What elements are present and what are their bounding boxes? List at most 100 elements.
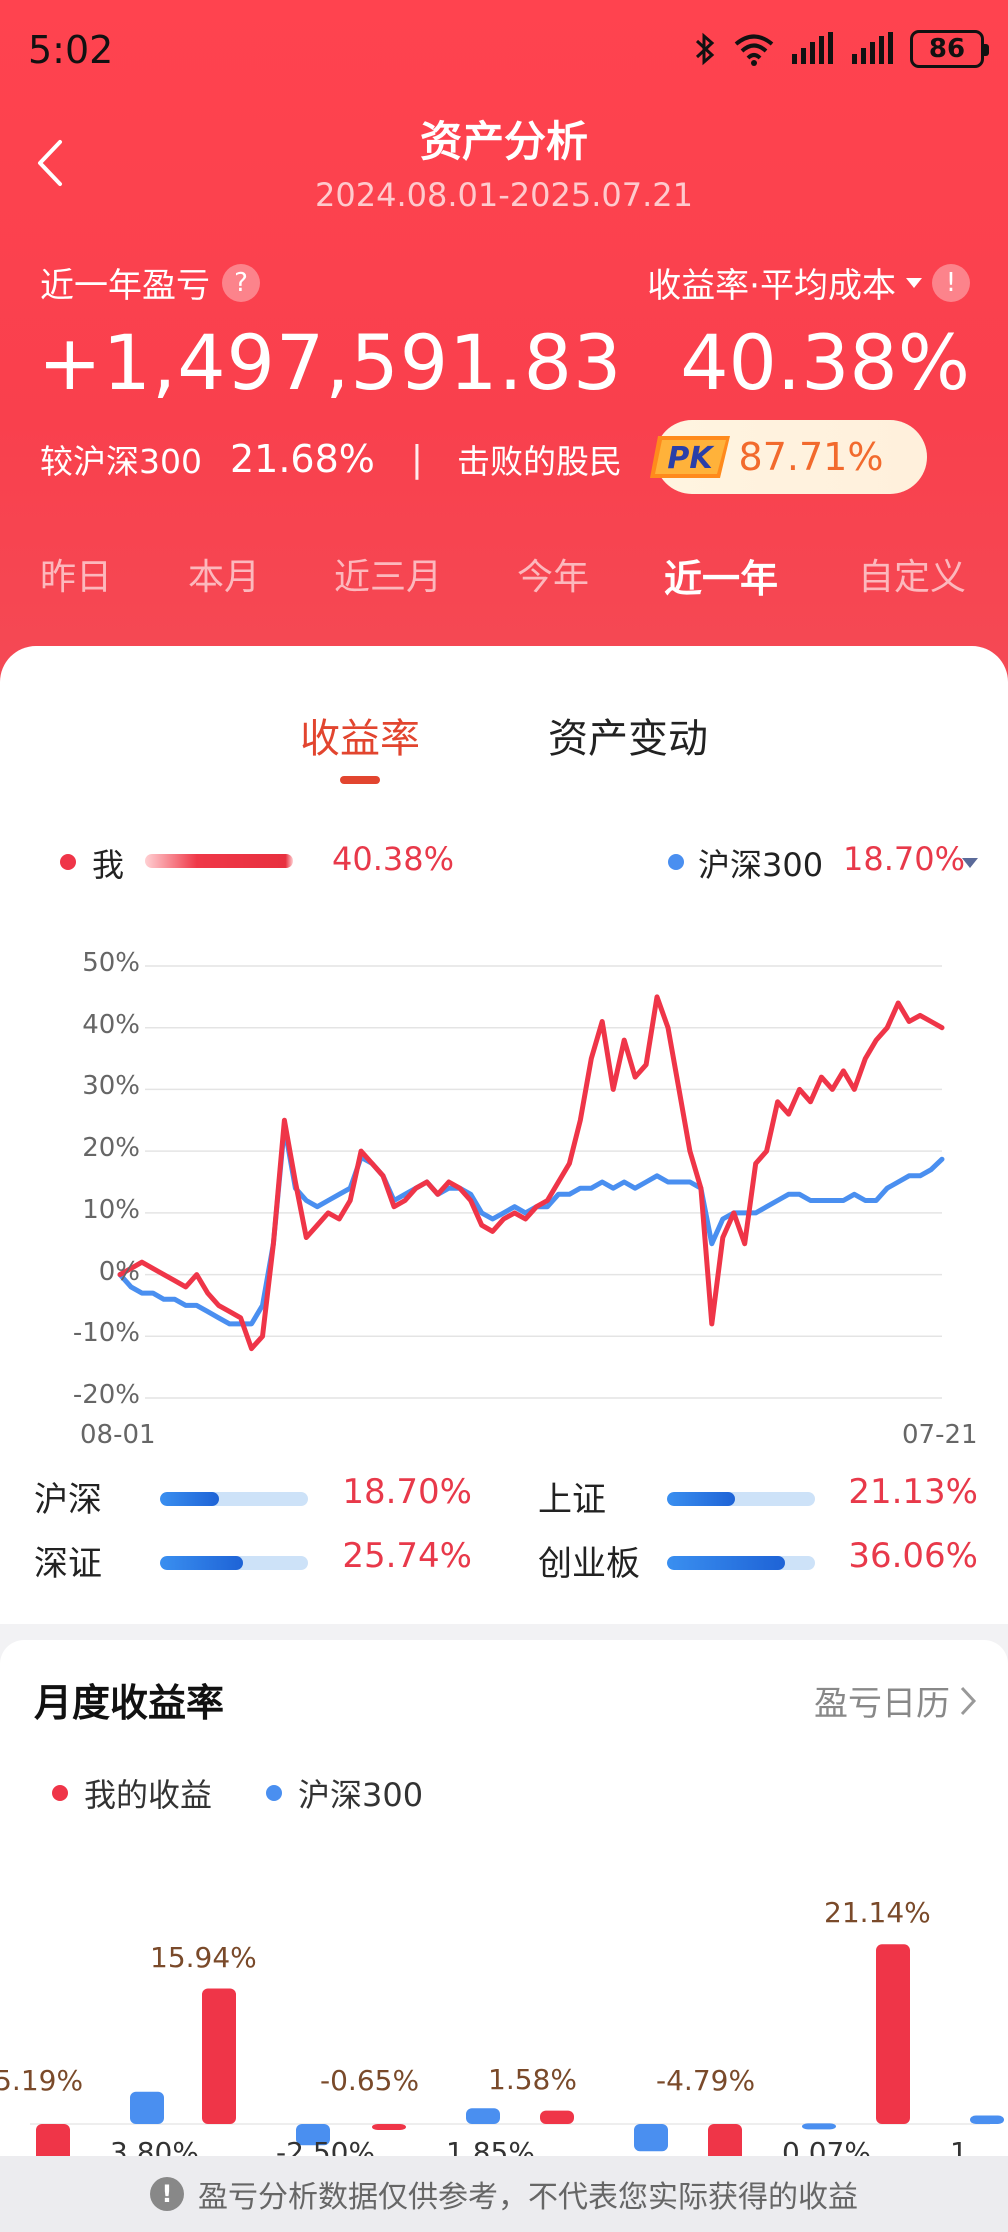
info-icon: ! xyxy=(150,2177,184,2211)
status-icons: 86 xyxy=(692,30,989,68)
pl-calendar-label: 盈亏日历 xyxy=(814,1684,950,1724)
monthly-return-card: 月度收益率 盈亏日历 我的收益 沪深300 -5.19% 15.94% -0.65%… xyxy=(0,1640,1008,2232)
bar-hs300[interactable] xyxy=(970,2115,1004,2125)
bar-hs300[interactable] xyxy=(802,2123,836,2130)
header-section: 5:02 86 资产分析 2024.08.01-2025.07.21 近一年盈亏… xyxy=(0,0,1008,700)
bar-my-return[interactable] xyxy=(202,1988,236,2124)
legend-index: 沪深300 xyxy=(698,846,824,884)
legend-my-return: 我的收益 xyxy=(84,1776,213,1814)
tab-asset-change[interactable]: 资产变动 xyxy=(548,716,708,762)
y-tick-label: 50% xyxy=(82,948,140,978)
tab-this-year[interactable]: 今年 xyxy=(517,557,590,598)
return-chart-card: 收益率 资产变动 我 40.38% 沪深300 18.70% 08-01 07-… xyxy=(0,646,1008,1624)
index-value-sz: 25.74% xyxy=(342,1536,472,1576)
pl-label: 近一年盈亏 ? xyxy=(40,258,260,307)
pk-text: PK xyxy=(667,441,715,476)
legend-index-value[interactable]: 18.70% xyxy=(843,840,966,878)
legend-dot-my-return xyxy=(52,1785,68,1801)
x-tick-end: 07-21 xyxy=(902,1420,978,1450)
wifi-icon xyxy=(734,34,774,66)
legend-me-value: 40.38% xyxy=(332,840,455,878)
help-icon[interactable]: ? xyxy=(222,263,260,302)
pl-calendar-link[interactable]: 盈亏日历 xyxy=(814,1676,978,1725)
tab-three-months[interactable]: 近三月 xyxy=(334,557,443,598)
x-tick-start: 08-01 xyxy=(80,1420,156,1450)
bar-label-my-return: -4.79% xyxy=(656,2064,756,2097)
index-bar-hs xyxy=(160,1492,308,1506)
legend-line-me xyxy=(145,854,293,868)
tab-this-month[interactable]: 本月 xyxy=(188,557,261,598)
active-tab-indicator xyxy=(340,776,380,784)
legend-dot-index xyxy=(668,854,684,870)
index-dropdown-icon[interactable] xyxy=(962,858,978,868)
index-bar-fill xyxy=(667,1492,736,1506)
battery-icon: 86 xyxy=(910,30,989,68)
index-value-sh: 21.13% xyxy=(848,1472,978,1512)
y-tick-label: 30% xyxy=(82,1071,140,1102)
disclaimer-footer: ! 盈亏分析数据仅供参考，不代表您实际获得的收益 xyxy=(0,2156,1008,2232)
signal-icon xyxy=(792,32,833,64)
bar-label-my-return: 15.94% xyxy=(150,1940,257,1974)
index-bar-fill xyxy=(667,1556,786,1570)
disclaimer-text: 盈亏分析数据仅供参考，不代表您实际获得的收益 xyxy=(198,2180,858,2215)
dropdown-caret-icon xyxy=(906,277,922,288)
compare-value: 21.68% xyxy=(230,437,375,481)
info-icon[interactable]: ! xyxy=(932,263,970,302)
index-name-sz: 深证 xyxy=(34,1544,102,1584)
bar-hs300[interactable] xyxy=(130,2091,164,2124)
beat-pill[interactable]: 87.71% xyxy=(655,420,927,494)
date-range: 2024.08.01-2025.07.21 xyxy=(315,176,693,214)
bar-label-my-return: 1.58% xyxy=(488,2062,577,2096)
y-tick-label: 10% xyxy=(82,1194,140,1225)
beat-label: 击败的股民 xyxy=(457,442,623,481)
rate-method-selector[interactable]: 收益率·平均成本 ! xyxy=(647,258,970,307)
index-bar-sz xyxy=(160,1556,308,1570)
pl-value: +1,497,591.83 xyxy=(38,318,623,407)
bluetooth-icon xyxy=(695,32,715,66)
bar-my-return[interactable] xyxy=(372,2124,406,2130)
bar-my-return[interactable] xyxy=(540,2110,574,2124)
series-line-index xyxy=(117,1124,945,1327)
index-bar-fill xyxy=(160,1492,220,1506)
status-bar: 5:02 86 xyxy=(0,0,1008,100)
signal-icon-2 xyxy=(852,32,893,64)
pk-badge-icon: PK xyxy=(650,436,730,478)
bar-hs300[interactable] xyxy=(296,2124,330,2146)
legend-dot-hs300 xyxy=(266,1785,282,1801)
return-line-chart[interactable] xyxy=(0,646,1008,1406)
bar-hs300[interactable] xyxy=(466,2108,500,2124)
bar-my-return[interactable] xyxy=(708,2124,742,2165)
monthly-title: 月度收益率 xyxy=(34,1681,225,1725)
bar-hs300[interactable] xyxy=(634,2124,668,2152)
y-tick-label: 40% xyxy=(82,1009,140,1040)
index-name-sh: 上证 xyxy=(538,1480,606,1520)
pl-label-text: 近一年盈亏 xyxy=(40,266,210,306)
tab-return-rate[interactable]: 收益率 xyxy=(300,716,420,762)
y-tick-label: 20% xyxy=(82,1133,140,1164)
bar-label-my-return: -0.65% xyxy=(320,2064,420,2097)
rate-value: 40.38% xyxy=(680,318,970,407)
index-bar-fill xyxy=(160,1556,243,1570)
compare-label: 较沪深300 xyxy=(40,442,202,481)
series-line-me xyxy=(117,994,945,1352)
index-value-hs: 18.70% xyxy=(342,1472,472,1512)
page-title: 资产分析 xyxy=(419,117,588,166)
legend-me: 我 xyxy=(92,846,125,884)
period-tabs: 昨日 本月 近三月 今年 近一年 自定义 xyxy=(0,548,1008,608)
y-tick-label: 0% xyxy=(98,1256,140,1287)
index-value-cyb: 36.06% xyxy=(848,1536,978,1576)
tab-yesterday[interactable]: 昨日 xyxy=(40,557,113,598)
bar-label-my-return: 21.14% xyxy=(824,1896,931,1930)
tab-custom[interactable]: 自定义 xyxy=(858,557,967,598)
tab-past-year[interactable]: 近一年 xyxy=(664,557,779,601)
bar-my-return[interactable] xyxy=(876,1944,910,2124)
index-bar-sh xyxy=(667,1492,815,1506)
divider: | xyxy=(410,438,424,480)
legend-hs300: 沪深300 xyxy=(298,1776,424,1814)
y-tick-label: -20% xyxy=(72,1380,140,1410)
compare-row: 较沪深300 21.68% | 击败的股民 xyxy=(40,434,622,484)
chevron-right-icon xyxy=(960,1686,977,1715)
legend-dot-me xyxy=(60,854,76,870)
back-arrow-icon[interactable] xyxy=(30,138,70,188)
status-time: 5:02 xyxy=(28,28,114,72)
